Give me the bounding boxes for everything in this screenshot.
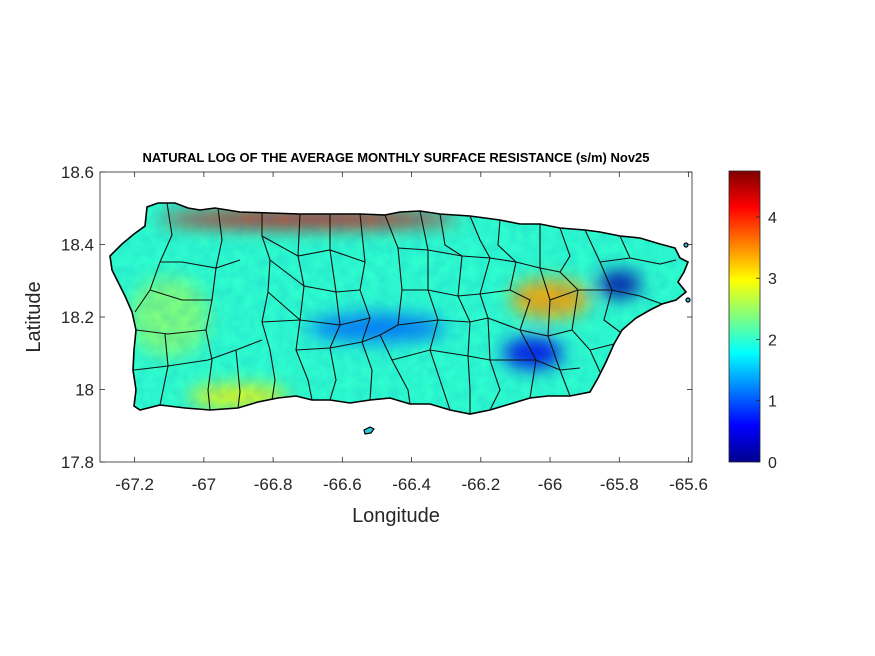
municipality-boundary (397, 247, 491, 259)
x-tick-label: -66.4 (392, 475, 431, 494)
municipality-boundary (205, 207, 223, 411)
colorbar-tick-label: 1 (768, 394, 777, 411)
y-tick-label: 18.2 (61, 308, 94, 327)
field-texture (110, 203, 688, 414)
y-tick-label: 18.4 (61, 236, 94, 255)
municipality-boundary (149, 289, 212, 301)
municipality-boundary (469, 215, 501, 411)
colorbar-tick-label: 4 (768, 210, 777, 227)
x-tick-label: -66 (538, 475, 563, 494)
municipality-boundary (589, 343, 615, 351)
municipality-boundary (133, 339, 263, 371)
chart-title: NATURAL LOG OF THE AVERAGE MONTHLY SURFA… (142, 150, 649, 165)
x-axis-label: Longitude (352, 505, 440, 527)
municipality-boundary (490, 359, 581, 371)
y-tick-label: 18.6 (61, 163, 94, 182)
x-tick-label: -67 (192, 475, 217, 494)
x-tick-label: -66.6 (323, 475, 362, 494)
municipality-boundary (539, 224, 571, 397)
municipality-boundary (159, 333, 169, 406)
island-coastline (109, 202, 690, 415)
municipality-boundary (549, 289, 579, 301)
y-axis: 17.8 18 18.2 18.4 18.6 (61, 163, 692, 472)
municipality-boundary (391, 349, 491, 361)
x-tick-label: -65.6 (669, 475, 708, 494)
municipality-boundary (439, 213, 471, 414)
municipality-boundary (402, 289, 481, 297)
colorbar-tick-label: 2 (768, 332, 777, 349)
islet-east-2 (685, 297, 691, 303)
x-axis: -67.2 -67 -66.8 -66.6 -66.4 -66.2 -66 -65.8 -65.… (115, 172, 708, 494)
y-tick-label: 18 (75, 381, 94, 400)
municipality-boundary (619, 235, 631, 259)
municipality-boundary (599, 257, 677, 265)
municipality-boundary (261, 235, 366, 263)
colorbar (728, 170, 761, 463)
small-islands (363, 242, 691, 435)
municipality-boundary (269, 259, 361, 293)
y-tick-label: 17.8 (61, 453, 94, 472)
municipality-boundary (578, 289, 663, 305)
colorbar-tick-label: 0 (768, 455, 777, 472)
x-tick-label: -65.8 (600, 475, 639, 494)
municipality-boundary (135, 329, 207, 335)
municipality-boundary (379, 214, 411, 405)
colorbar-ticks: 0 1 2 3 4 (756, 210, 777, 472)
municipality-boundary (329, 214, 341, 401)
municipality-boundary (489, 257, 561, 273)
y-axis-label: Latitude (23, 281, 45, 352)
x-tick-label: -66.8 (254, 475, 293, 494)
caja-de-muertos-island (363, 426, 375, 435)
municipality-boundaries (133, 202, 677, 414)
x-tick-label: -67.2 (115, 475, 154, 494)
x-tick-label: -66.2 (461, 475, 500, 494)
municipality-boundary (235, 349, 241, 409)
colorbar-tick-label: 3 (768, 271, 777, 288)
municipality-boundary (497, 219, 537, 399)
resistance-field (110, 203, 688, 414)
islet-east (683, 242, 689, 248)
municipality-boundary (479, 289, 511, 295)
municipality-boundary (359, 213, 373, 401)
municipality-boundary (487, 317, 573, 337)
municipality-boundary (160, 259, 241, 269)
municipality-boundary (295, 334, 381, 351)
municipality-boundary (397, 317, 489, 326)
municipality-boundary (261, 212, 276, 401)
municipality-boundary (261, 319, 301, 323)
municipality-boundary (267, 291, 371, 326)
